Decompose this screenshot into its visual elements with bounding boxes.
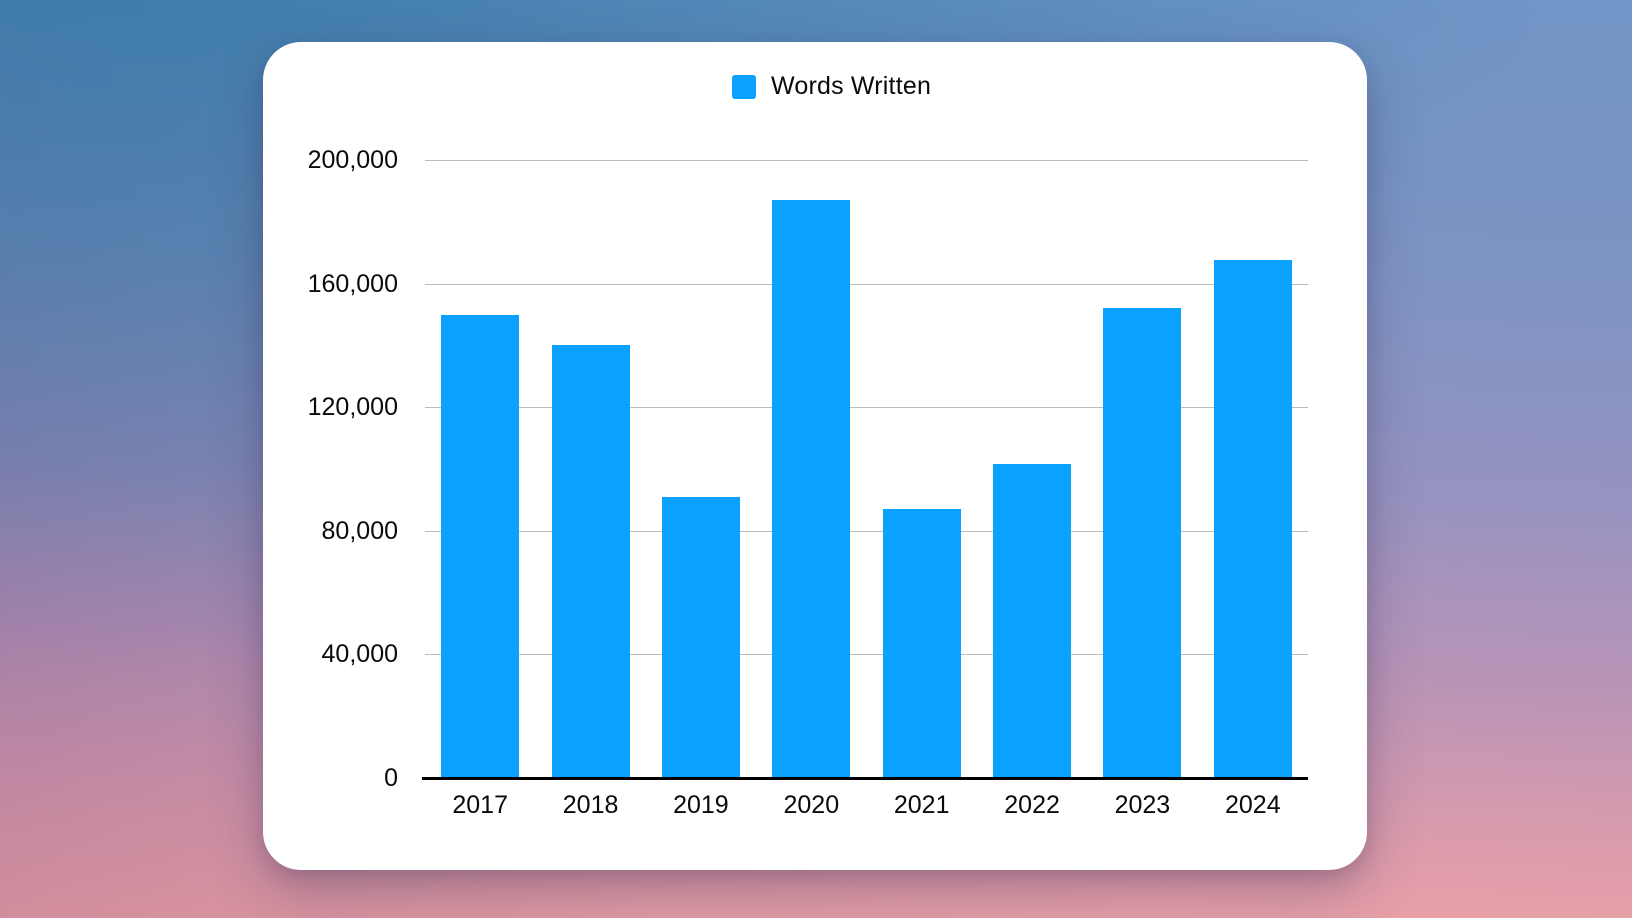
y-tick-label: 200,000 <box>307 146 398 174</box>
gridline <box>425 530 1308 532</box>
y-tick-label: 0 <box>384 764 398 792</box>
x-tick-label: 2024 <box>1224 791 1281 819</box>
x-tick-label: 2021 <box>893 791 950 819</box>
x-axis-line <box>422 777 1308 780</box>
gridline <box>425 654 1308 656</box>
bar-2024 <box>1213 260 1292 778</box>
legend-label: Words Written <box>771 72 932 100</box>
gridline <box>425 283 1308 285</box>
bar-2017 <box>441 314 520 778</box>
bar-2021 <box>882 509 961 778</box>
chart-legend: Words Written <box>732 72 931 101</box>
x-tick-label: 2018 <box>562 791 619 819</box>
x-tick-label: 2017 <box>452 791 508 819</box>
bar-2018 <box>551 345 630 778</box>
legend-color-swatch <box>732 74 756 99</box>
y-axis-labels: 0 40,000 80,000 120,000 160,000 200,000 <box>263 42 398 870</box>
gridline <box>425 160 1308 161</box>
x-tick-label: 2019 <box>673 791 729 819</box>
x-axis-labels: 2017 2018 2019 2020 2021 2022 2023 2024 <box>425 791 1308 821</box>
y-tick-label: 160,000 <box>307 269 398 298</box>
chart-card: Words Written 0 40,000 80,000 120,000 160,00… <box>263 42 1367 870</box>
bar-2019 <box>661 496 740 778</box>
x-tick-label: 2023 <box>1114 791 1171 819</box>
bar-2022 <box>993 464 1072 778</box>
bar-2023 <box>1103 308 1182 778</box>
x-tick-label: 2022 <box>1004 791 1060 819</box>
bar-2020 <box>772 200 851 778</box>
y-tick-label: 40,000 <box>321 640 398 669</box>
x-tick-label: 2020 <box>783 791 840 819</box>
y-tick-label: 120,000 <box>307 393 398 422</box>
y-tick-label: 80,000 <box>321 516 398 545</box>
gridline <box>425 407 1308 409</box>
plot-area <box>422 160 1308 780</box>
